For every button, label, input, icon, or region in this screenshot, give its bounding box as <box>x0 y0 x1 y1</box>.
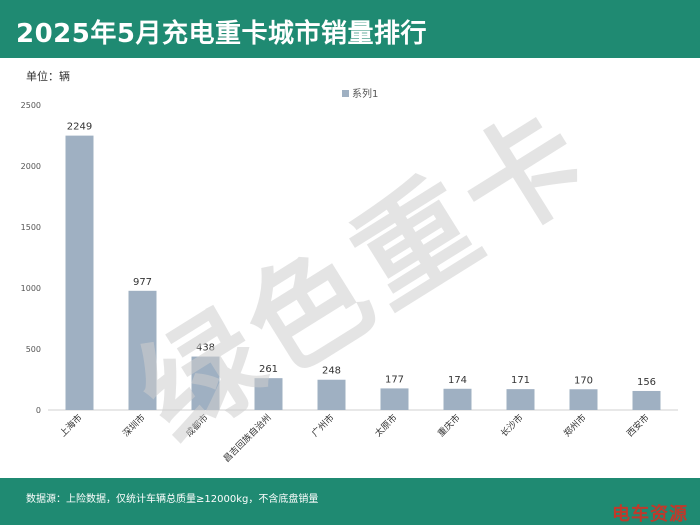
x-tick-label: 广州市 <box>309 412 337 440</box>
bar-value-label: 977 <box>133 277 152 288</box>
y-tick-label: 1000 <box>21 284 41 293</box>
bar-value-label: 156 <box>637 377 656 388</box>
bar-value-label: 171 <box>511 375 530 386</box>
data-source-note: 数据源：上险数据，仅统计车辆总质量≥12000kg，不含底盘销量 <box>26 494 319 505</box>
legend-swatch <box>342 90 349 97</box>
y-tick-label: 2500 <box>21 101 41 110</box>
x-tick-label: 昌吉回族自治州 <box>221 412 274 465</box>
x-tick-label: 太原市 <box>372 412 400 440</box>
x-tick-label: 上海市 <box>57 412 85 440</box>
x-tick-label: 郑州市 <box>561 412 589 440</box>
bar-value-label: 248 <box>322 366 341 377</box>
bar-value-label: 261 <box>259 364 278 375</box>
bar-value-label: 174 <box>448 375 467 386</box>
x-tick-label: 成都市 <box>183 412 211 440</box>
header-bar: 2025年5月充电重卡城市销量排行 <box>0 0 700 58</box>
bar <box>65 135 94 410</box>
page-title: 2025年5月充电重卡城市销量排行 <box>16 19 427 49</box>
bar <box>128 290 157 410</box>
y-tick-label: 2000 <box>21 162 41 171</box>
y-tick-label: 1500 <box>21 223 41 232</box>
unit-label: 单位：辆 <box>26 70 70 83</box>
bar-value-label: 2249 <box>67 122 92 133</box>
bar <box>632 390 661 410</box>
bar <box>569 389 598 410</box>
bar-value-label: 177 <box>385 374 404 385</box>
footer-bar: 数据源：上险数据，仅统计车辆总质量≥12000kg，不含底盘销量 电车资源 <box>0 478 700 525</box>
brand-logo: 电车资源 <box>612 504 688 525</box>
bar <box>254 378 283 410</box>
bar <box>191 356 220 410</box>
y-tick-label: 500 <box>26 345 41 354</box>
bar <box>443 388 472 410</box>
y-tick-label: 0 <box>36 406 41 415</box>
bar <box>506 389 535 410</box>
bar-value-label: 170 <box>574 375 593 386</box>
x-tick-label: 西安市 <box>624 412 652 440</box>
bar-chart: 0 500 1000 1500 2000 2500 系列1 2249 上海市 977 深圳市 438 成… <box>21 87 678 465</box>
x-tick-label: 深圳市 <box>120 412 148 440</box>
bar <box>380 388 409 410</box>
legend-label: 系列1 <box>352 87 378 100</box>
x-tick-label: 重庆市 <box>435 412 463 440</box>
x-tick-label: 长沙市 <box>498 412 526 440</box>
bar-value-label: 438 <box>196 343 215 354</box>
bar <box>317 379 346 410</box>
